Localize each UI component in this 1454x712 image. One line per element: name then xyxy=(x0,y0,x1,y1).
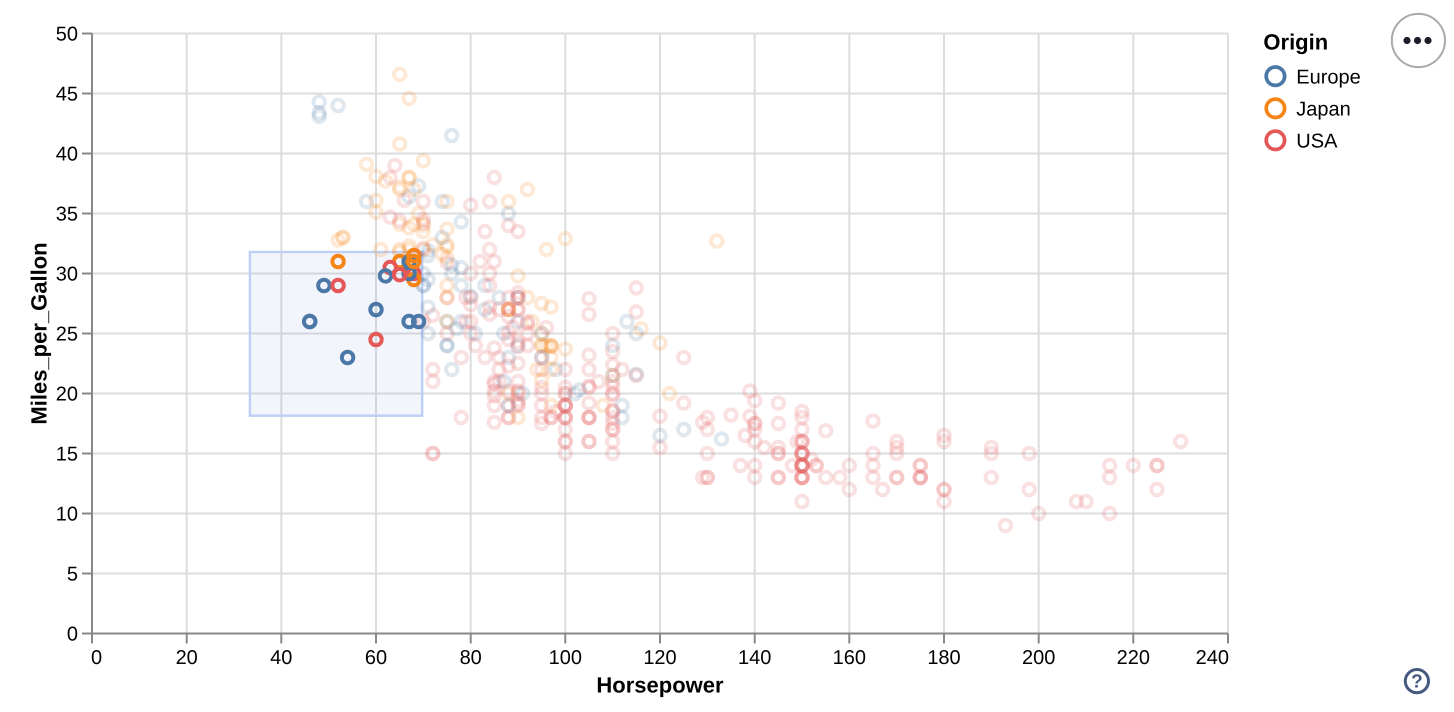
svg-text:200: 200 xyxy=(1022,647,1055,669)
svg-text:40: 40 xyxy=(270,647,292,669)
svg-text:45: 45 xyxy=(56,84,78,106)
svg-text:?: ? xyxy=(1411,672,1423,693)
svg-text:Miles_per_Gallon: Miles_per_Gallon xyxy=(27,242,52,424)
svg-text:15: 15 xyxy=(56,444,78,466)
svg-text:120: 120 xyxy=(643,647,676,669)
svg-text:100: 100 xyxy=(549,647,582,669)
svg-text:160: 160 xyxy=(833,647,866,669)
svg-text:30: 30 xyxy=(56,264,78,286)
svg-text:20: 20 xyxy=(56,384,78,406)
svg-text:Horsepower: Horsepower xyxy=(596,673,724,698)
svg-text:Europe: Europe xyxy=(1296,66,1361,88)
svg-text:60: 60 xyxy=(365,647,387,669)
svg-text:Japan: Japan xyxy=(1296,99,1351,121)
svg-text:80: 80 xyxy=(460,647,482,669)
svg-text:220: 220 xyxy=(1117,647,1150,669)
svg-text:0: 0 xyxy=(91,647,102,669)
svg-text:35: 35 xyxy=(56,204,78,226)
svg-text:0: 0 xyxy=(67,624,78,646)
svg-text:140: 140 xyxy=(738,647,771,669)
svg-text:50: 50 xyxy=(56,24,78,46)
svg-text:20: 20 xyxy=(176,647,198,669)
svg-text:USA: USA xyxy=(1296,131,1338,153)
svg-text:Origin: Origin xyxy=(1263,30,1328,55)
svg-text:5: 5 xyxy=(67,564,78,586)
svg-text:10: 10 xyxy=(56,504,78,526)
svg-text:240: 240 xyxy=(1196,647,1229,669)
svg-text:180: 180 xyxy=(927,647,960,669)
svg-text:25: 25 xyxy=(56,324,78,346)
svg-text:40: 40 xyxy=(56,144,78,166)
